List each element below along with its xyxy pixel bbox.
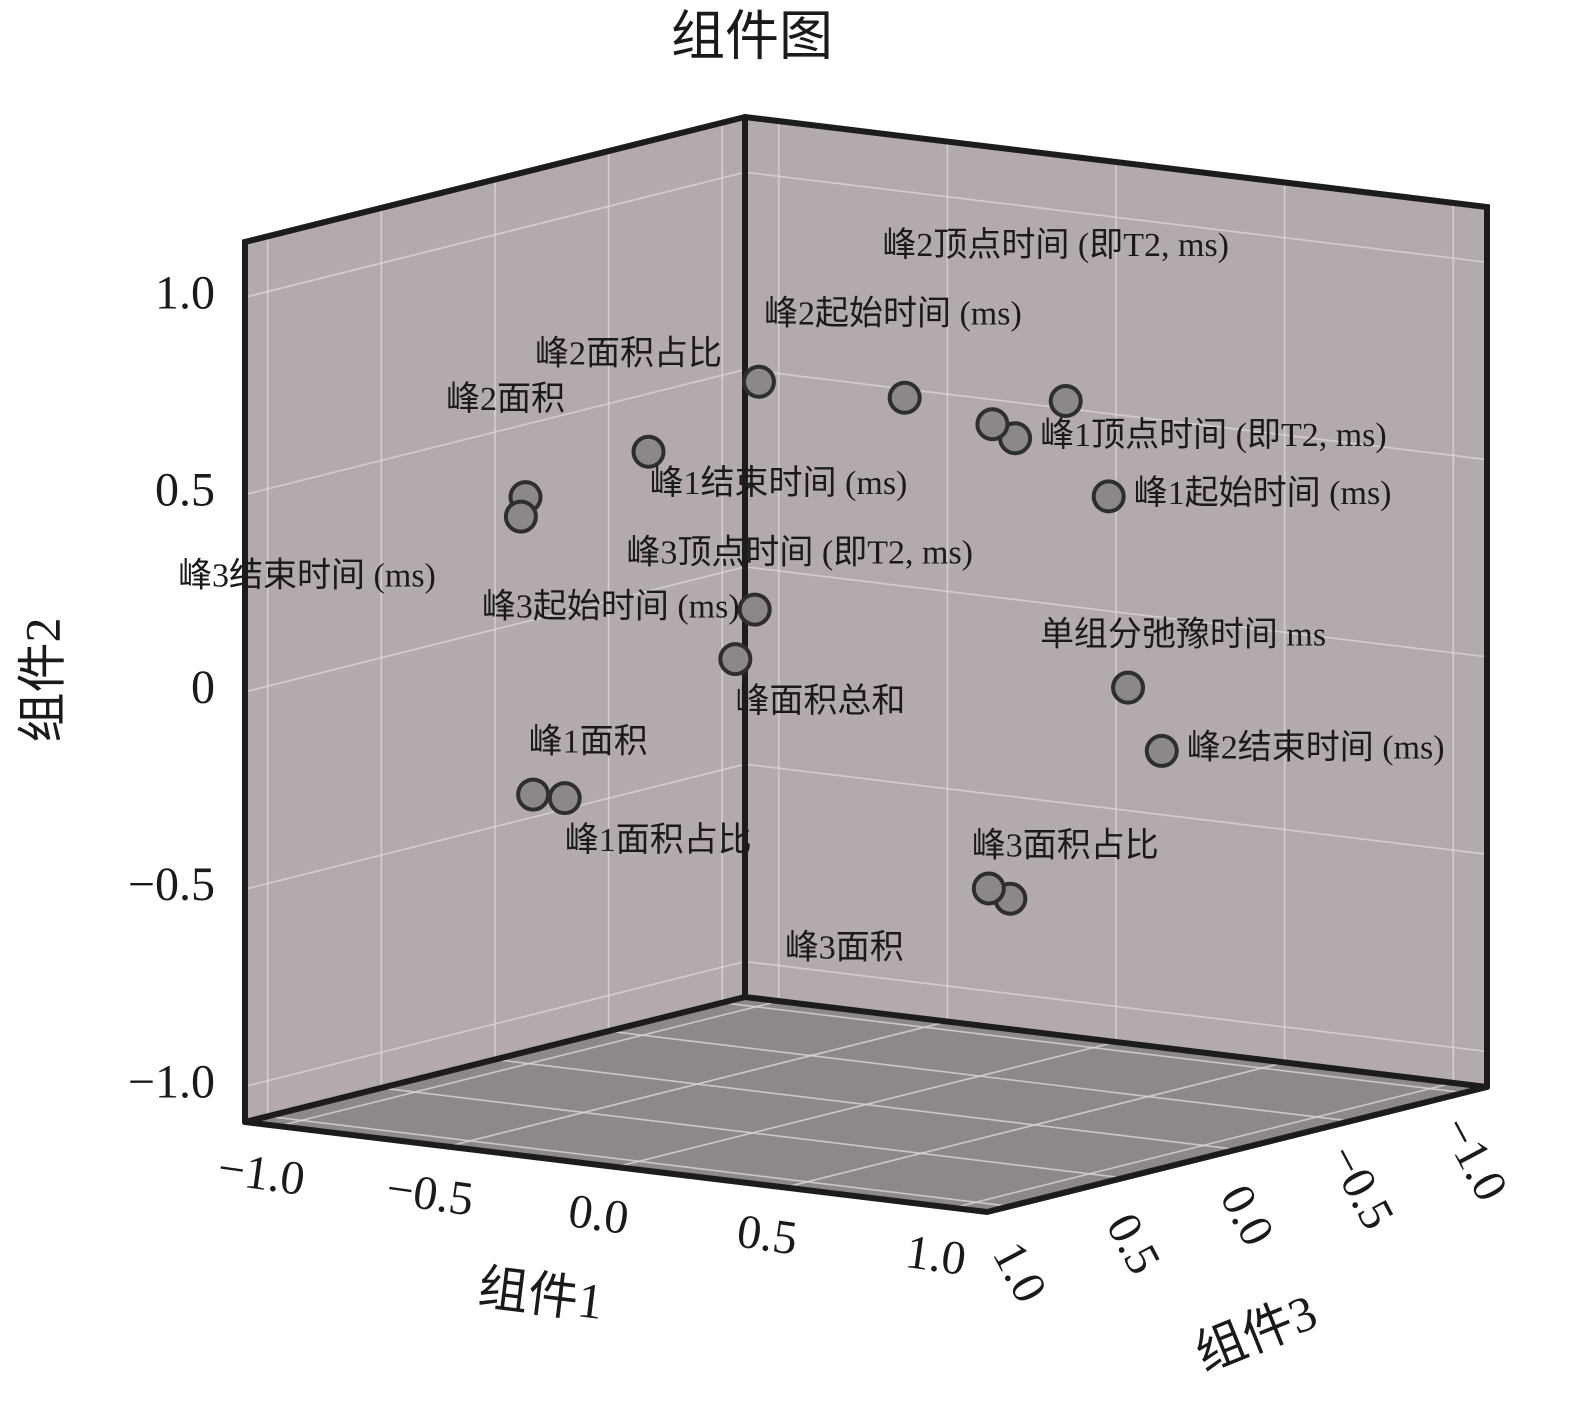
point-label: 峰3起始时间 (ms) [482, 587, 740, 625]
x-tick-label: −1.0 [215, 1141, 309, 1206]
x-tick-label: −0.5 [383, 1162, 477, 1227]
grid-line [494, 1058, 1238, 1151]
data-point [503, 499, 538, 534]
point-label: 峰1起始时间 (ms) [1134, 474, 1392, 512]
data-point [887, 380, 922, 415]
point-label: 峰1面积占比 [565, 821, 752, 859]
grid-line [722, 1001, 1465, 1094]
x-axis-title: 组件1 [475, 1259, 606, 1330]
x-tick-label: 1.0 [903, 1225, 970, 1286]
x-tick-label: 0.0 [565, 1184, 632, 1245]
data-point [971, 871, 1006, 906]
point-label: 峰面积总和 [735, 682, 905, 720]
point-label: 峰1面积 [529, 722, 648, 760]
point-label: 峰3顶点时间 (即T2, ms) [626, 534, 973, 572]
cube-edge [242, 1084, 1490, 1216]
point-label: 峰3结束时间 (ms) [178, 556, 436, 594]
grid-line [381, 1087, 1124, 1179]
point-label: 单组分弛豫时间 ms [1040, 615, 1326, 653]
point-label: 峰1顶点时间 (即T2, ms) [1040, 416, 1387, 454]
point-label: 峰2顶点时间 (即T2, ms) [882, 226, 1229, 264]
data-point [737, 592, 772, 627]
y-tick-label: −0.5 [128, 858, 215, 911]
z-tick-label: −0.5 [1317, 1136, 1405, 1238]
z-tick-label: −1.0 [1430, 1108, 1518, 1210]
point-label: 峰2起始时间 (ms) [764, 295, 1022, 333]
data-point [631, 434, 666, 469]
y-axis-title: 组件2 [14, 618, 70, 743]
data-point [1048, 383, 1083, 418]
data-point [547, 781, 582, 816]
point-label: 峰3面积 [785, 928, 904, 966]
data-point [1091, 479, 1126, 514]
data-point [741, 364, 776, 399]
grid-line [608, 1030, 1351, 1122]
x-tick-label: 0.5 [734, 1205, 801, 1266]
y-tick-label: 0 [191, 661, 215, 714]
point-label: 峰2面积占比 [535, 335, 722, 373]
point-label: 峰3面积占比 [972, 827, 1159, 865]
point-label: 峰2面积 [446, 380, 565, 418]
point-label: 峰1结束时间 (ms) [650, 464, 908, 502]
grid-line [267, 1115, 1010, 1208]
data-point [516, 777, 551, 812]
z-tick-label: 0.0 [1209, 1176, 1284, 1254]
y-tick-label: 1.0 [155, 266, 215, 319]
y-tick-label: 0.5 [155, 464, 215, 517]
chart-title: 组件图 [671, 6, 833, 66]
data-point [1111, 670, 1146, 705]
data-point [718, 642, 753, 677]
data-point [975, 407, 1010, 442]
z-tick-label: 1.0 [982, 1233, 1057, 1311]
data-point [1144, 733, 1179, 768]
z-tick-label: 0.5 [1096, 1205, 1171, 1283]
point-label: 峰2结束时间 (ms) [1187, 729, 1445, 767]
y-tick-label: −1.0 [128, 1055, 215, 1108]
cube-edge [242, 993, 1490, 1125]
z-axis-title: 组件3 [1187, 1283, 1324, 1382]
